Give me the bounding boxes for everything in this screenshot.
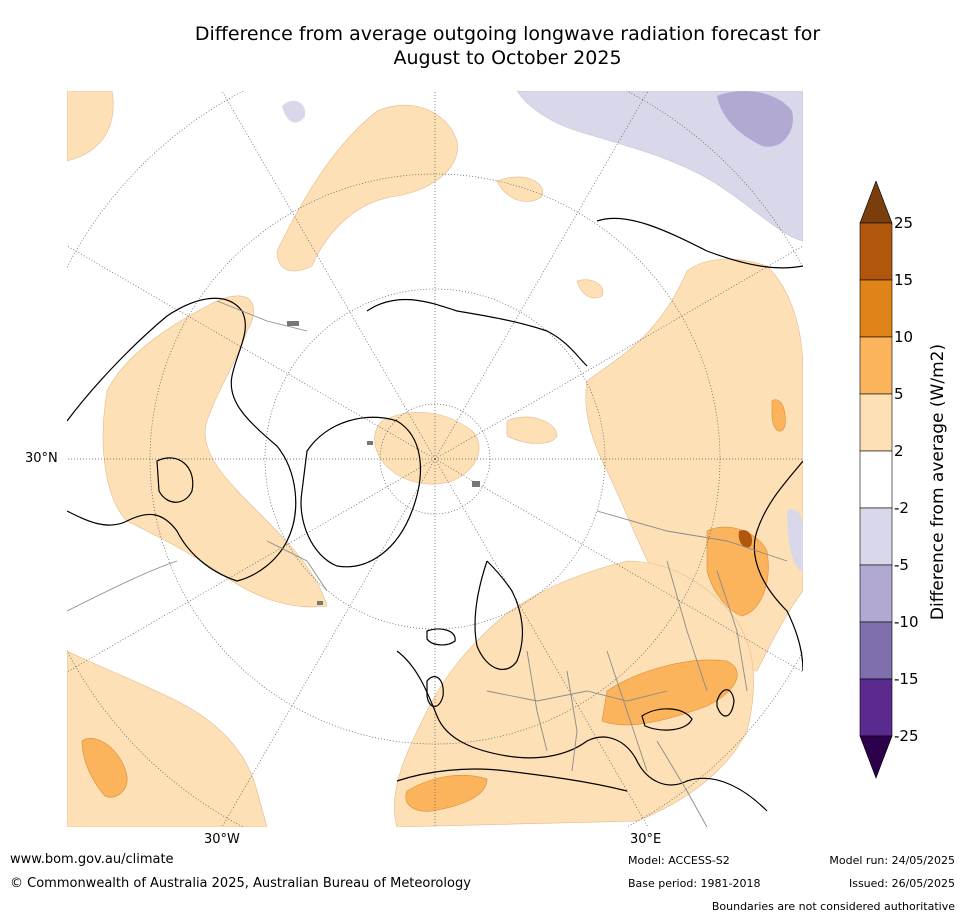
greenland-sea-anomaly-area	[506, 416, 558, 444]
greenland-coast	[300, 416, 422, 568]
colorbar-tick-label: 10	[894, 328, 914, 346]
colorbar-tick-label: -15	[894, 670, 919, 688]
aleutian-negative-spot	[282, 100, 306, 123]
colorbar-tick-label: 5	[894, 385, 904, 403]
colorbar	[859, 181, 893, 779]
anomaly-10-to-15-spot	[738, 529, 753, 548]
colorbar-band	[859, 393, 893, 452]
lon-label-30e: 30°E	[630, 832, 662, 847]
hudson-bay-coast	[156, 457, 194, 503]
middle-east-orange-area	[601, 659, 738, 726]
north-africa-orange-area	[405, 774, 488, 812]
arctic-ocean-anomaly-area	[374, 412, 480, 485]
uk-coast	[426, 676, 444, 708]
boundaries-disclaimer: Boundaries are not considered authoritat…	[711, 900, 955, 913]
colorbar-bands	[859, 181, 893, 779]
colorbar-tick-label: 15	[894, 271, 914, 289]
mediterranean-coast	[396, 768, 628, 792]
anomaly-negative-regions	[282, 91, 803, 571]
colorbar-band	[859, 222, 893, 281]
siberia-orange-spot	[771, 399, 786, 432]
colorbar-band	[859, 336, 893, 395]
chart-title-line-2: August to October 2025	[393, 47, 622, 69]
colorbar-band	[859, 621, 893, 680]
model-run-date: Model run: 24/05/2025	[829, 854, 955, 867]
caspian-sea-coast	[716, 689, 735, 717]
kamchatka-anomaly-area	[576, 279, 604, 299]
siberia-east-anomaly-area	[496, 176, 543, 202]
colorbar-band	[859, 450, 893, 509]
colorbar-band	[859, 507, 893, 566]
colorbar-band-bottom-extend	[859, 735, 893, 779]
colorbar-tick-label: 2	[894, 442, 904, 460]
chart-title-line-1: Difference from average outgoing longwav…	[194, 23, 821, 45]
east-asia-coast	[596, 217, 803, 672]
longitude-lines	[67, 91, 803, 827]
coastlines	[67, 217, 803, 812]
colorbar-band	[859, 678, 893, 737]
north-america-coast	[67, 297, 297, 582]
north-pacific-anomaly-area	[67, 91, 114, 162]
colorbar-tick-label: -2	[894, 499, 909, 517]
forecast-map	[67, 91, 803, 827]
colorbar-title: Difference from average (W/m2)	[928, 343, 948, 621]
bering-anomaly-area	[276, 104, 458, 272]
colorbar-band	[859, 564, 893, 623]
east-asia-negative-area	[787, 509, 803, 571]
black-sea-coast	[641, 708, 693, 731]
country-boundaries	[67, 300, 788, 827]
colorbar-tick-label: -10	[894, 613, 919, 631]
lat-label-30n: 30°N	[25, 451, 58, 466]
iceland-coast	[426, 628, 456, 646]
colorbar-tick-label: -25	[894, 727, 919, 745]
scandinavia-coast	[474, 560, 523, 670]
website-link[interactable]: www.bom.gov.au/climate	[10, 852, 174, 867]
colorbar-tick-label: 25	[894, 214, 914, 232]
pacific-strong-negative-area	[717, 91, 793, 147]
europe-coast	[396, 650, 768, 812]
chart-title: Difference from average outgoing longwav…	[60, 22, 955, 70]
colorbar-band-top-extend	[859, 181, 893, 224]
colorbar-band	[859, 279, 893, 338]
sea-ice-markers	[287, 321, 480, 605]
siberia-arctic-coast	[366, 298, 588, 367]
map-canvas	[67, 91, 803, 827]
mid-atlantic-orange-area	[81, 738, 128, 798]
lon-label-30w: 30°W	[204, 832, 240, 847]
base-period: Base period: 1981-2018	[628, 877, 761, 890]
model-name: Model: ACCESS-S2	[628, 854, 730, 867]
issued-date: Issued: 26/05/2025	[848, 877, 955, 890]
colorbar-tick-label: -5	[894, 556, 909, 574]
north-america-anomaly-area	[102, 295, 328, 608]
north-pacific-negative-area	[516, 91, 803, 242]
copyright-text: © Commonwealth of Australia 2025, Austra…	[10, 876, 471, 891]
